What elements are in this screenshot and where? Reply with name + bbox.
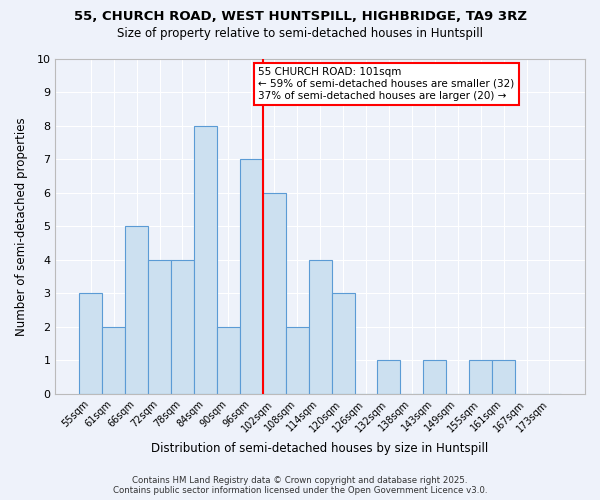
Bar [102,327,125,394]
Bar [308,260,332,394]
Bar [171,260,194,394]
Y-axis label: Number of semi-detached properties: Number of semi-detached properties [15,117,28,336]
Bar [263,193,286,394]
Text: Contains HM Land Registry data © Crown copyright and database right 2025.
Contai: Contains HM Land Registry data © Crown c… [113,476,487,495]
Text: 55, CHURCH ROAD, WEST HUNTSPILL, HIGHBRIDGE, TA9 3RZ: 55, CHURCH ROAD, WEST HUNTSPILL, HIGHBRI… [74,10,527,23]
Bar [286,327,308,394]
X-axis label: Distribution of semi-detached houses by size in Huntspill: Distribution of semi-detached houses by … [151,442,489,455]
Text: Size of property relative to semi-detached houses in Huntspill: Size of property relative to semi-detach… [117,28,483,40]
Bar [217,327,240,394]
Bar [148,260,171,394]
Bar [469,360,492,394]
Bar [79,294,102,394]
Bar [377,360,400,394]
Bar [125,226,148,394]
Bar [332,294,355,394]
Bar [492,360,515,394]
Bar [240,160,263,394]
Bar [424,360,446,394]
Bar [194,126,217,394]
Text: 55 CHURCH ROAD: 101sqm
← 59% of semi-detached houses are smaller (32)
37% of sem: 55 CHURCH ROAD: 101sqm ← 59% of semi-det… [258,68,514,100]
